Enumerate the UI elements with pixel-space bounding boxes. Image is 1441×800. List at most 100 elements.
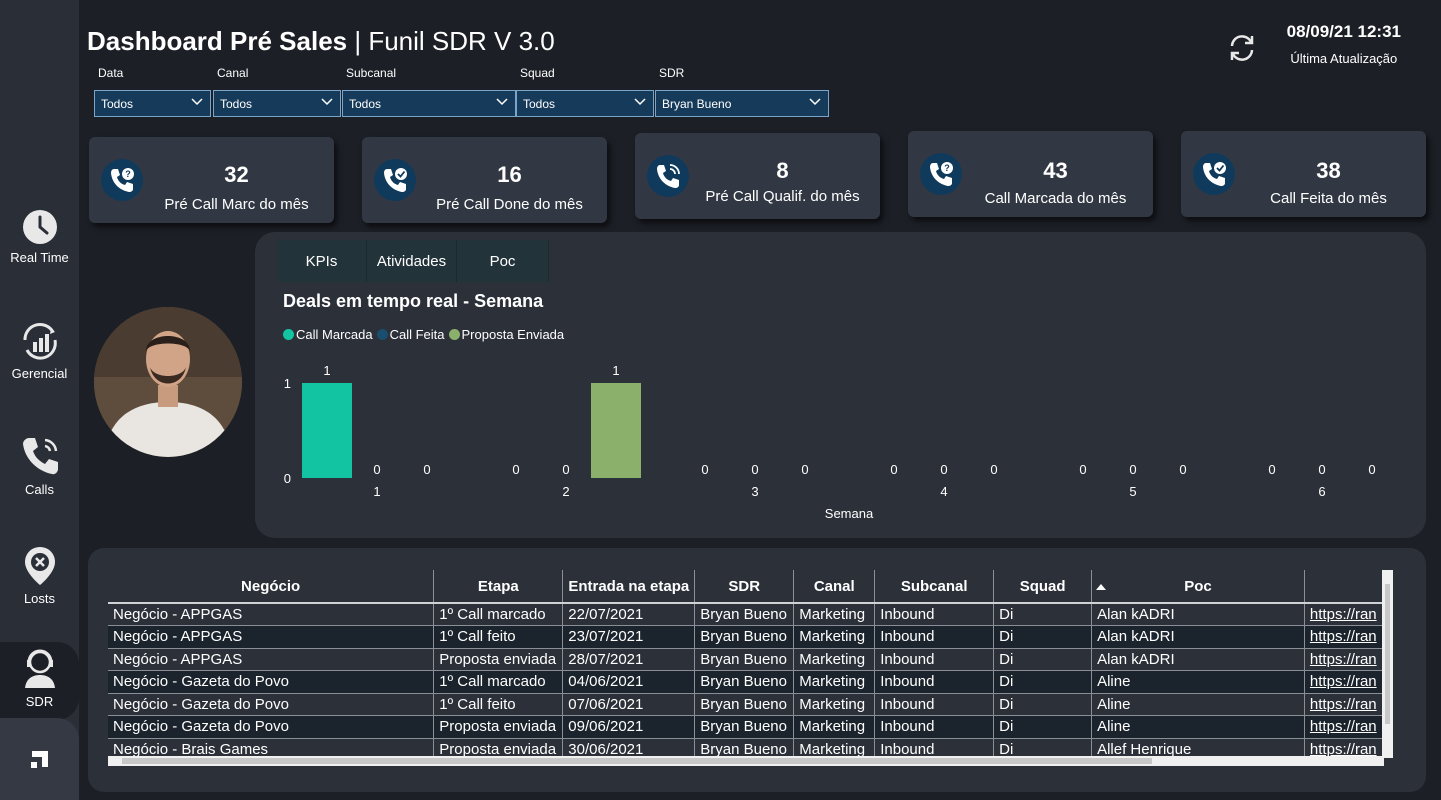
kpi-label: Pré Call Done do mês bbox=[436, 196, 583, 213]
column-header[interactable]: Squad bbox=[993, 570, 1093, 604]
table-row[interactable]: Negócio - Gazeta do Povo 1º Call marcado 0… bbox=[108, 670, 1384, 694]
column-header[interactable]: Subcanal bbox=[874, 570, 995, 604]
table-cell: Marketing bbox=[793, 670, 876, 694]
filter-value: Todos bbox=[220, 97, 253, 111]
title-separator: | bbox=[347, 26, 369, 56]
data-label: 0 bbox=[1268, 462, 1275, 477]
tab-kpis[interactable]: KPIs bbox=[277, 240, 367, 282]
table-row[interactable]: Negócio - APPGAS 1º Call marcado 22/07/202… bbox=[108, 603, 1384, 626]
table-panel: Negócio Etapa Entrada na etapa SDR Canal Subc… bbox=[88, 548, 1426, 792]
filter-value: Bryan Bueno bbox=[662, 97, 732, 111]
legend-item[interactable]: Call Feita bbox=[376, 327, 445, 342]
table-cell: Bryan Bueno bbox=[694, 648, 795, 671]
data-label: 0 bbox=[423, 462, 430, 477]
kpi-card-call-feita: 38 Call Feita do mês bbox=[1181, 131, 1426, 217]
table-cell: Bryan Bueno bbox=[694, 738, 795, 761]
table-cell-link[interactable]: https://ran bbox=[1304, 648, 1384, 671]
x-tick-label: 6 bbox=[1318, 484, 1325, 499]
growth-chart-icon bbox=[22, 322, 57, 360]
filter-sdr: SDR Bryan Bueno bbox=[655, 66, 829, 117]
sidebar-item-gerencial[interactable]: Gerencial bbox=[0, 318, 79, 381]
kpi-label: Call Feita do mês bbox=[1270, 190, 1387, 207]
sidebar-item-sdr[interactable]: SDR bbox=[0, 642, 79, 720]
table-cell-link[interactable]: https://ran bbox=[1304, 715, 1384, 739]
filter-value: Todos bbox=[101, 97, 134, 111]
table-cell: Aline bbox=[1091, 693, 1305, 716]
column-header[interactable]: Etapa bbox=[433, 570, 564, 604]
table-cell-link[interactable]: https://ran bbox=[1304, 670, 1384, 694]
sidebar-item-real-time[interactable]: Real Time bbox=[0, 208, 79, 265]
column-header[interactable]: SDR bbox=[694, 570, 795, 604]
refresh-button[interactable] bbox=[1226, 32, 1258, 69]
column-header[interactable]: Poc bbox=[1091, 570, 1305, 604]
tab-atividades[interactable]: Atividades bbox=[367, 240, 457, 282]
deals-table-container: Negócio Etapa Entrada na etapa SDR Canal Subc… bbox=[108, 570, 1384, 766]
data-label: 0 bbox=[512, 462, 519, 477]
column-header[interactable] bbox=[1304, 570, 1384, 604]
table-row[interactable]: Negócio - Gazeta do Povo 1º Call feito 07/… bbox=[108, 693, 1384, 716]
sidebar-item-label: Gerencial bbox=[11, 366, 68, 381]
table-cell: Negócio - Gazeta do Povo bbox=[108, 670, 435, 694]
table-cell: Negócio - Gazeta do Povo bbox=[108, 693, 435, 716]
table-cell: 04/06/2021 bbox=[562, 670, 696, 694]
table-cell: Alan kADRI bbox=[1091, 625, 1305, 649]
legend-item[interactable]: Proposta Enviada bbox=[448, 327, 564, 342]
sidebar-item-label: Real Time bbox=[10, 250, 69, 265]
legend-swatch bbox=[376, 329, 388, 340]
phone-check-icon bbox=[374, 159, 416, 201]
column-header[interactable]: Entrada na etapa bbox=[562, 570, 696, 604]
column-header[interactable]: Negócio bbox=[108, 570, 435, 604]
table-row[interactable]: Negócio - APPGAS 1º Call feito 23/07/2021 B… bbox=[108, 625, 1384, 649]
legend-item[interactable]: Call Marcada bbox=[283, 327, 373, 342]
data-label: 0 bbox=[940, 462, 947, 477]
column-header[interactable]: Canal bbox=[793, 570, 876, 604]
filter-squad-dropdown[interactable]: Todos bbox=[516, 90, 654, 117]
filter-data-dropdown[interactable]: Todos bbox=[94, 90, 211, 117]
table-row[interactable]: Negócio - APPGAS Proposta enviada 28/07/20… bbox=[108, 648, 1384, 671]
sidebar-expand-button[interactable] bbox=[0, 718, 79, 800]
table-cell: Marketing bbox=[793, 648, 876, 671]
table-cell-link[interactable]: https://ran bbox=[1304, 603, 1384, 626]
data-label: 0 bbox=[1179, 462, 1186, 477]
bar-call-marcada[interactable] bbox=[302, 383, 352, 478]
data-label: 0 bbox=[1318, 462, 1325, 477]
data-label: 0 bbox=[990, 462, 997, 477]
data-label: 0 bbox=[1368, 462, 1375, 477]
table-cell-link[interactable]: https://ran bbox=[1304, 693, 1384, 716]
data-label: 1 bbox=[612, 363, 619, 378]
table-cell: Bryan Bueno bbox=[694, 715, 795, 739]
filter-canal-dropdown[interactable]: Todos bbox=[213, 90, 341, 117]
y-tick-label: 0 bbox=[284, 471, 291, 486]
filter-label: Subcanal bbox=[346, 66, 397, 80]
filter-subcanal-dropdown[interactable]: Todos bbox=[342, 90, 516, 117]
table-cell: Proposta enviada bbox=[433, 715, 564, 739]
x-tick-label: 4 bbox=[940, 484, 947, 499]
filter-sdr-dropdown[interactable]: Bryan Bueno bbox=[655, 90, 829, 117]
tab-poc[interactable]: Poc bbox=[457, 240, 549, 282]
sidebar-item-losts[interactable]: Losts bbox=[0, 545, 79, 606]
bar-proposta-enviada[interactable] bbox=[591, 383, 641, 478]
table-row[interactable]: Negócio - Brais Games Proposta enviada 30/… bbox=[108, 738, 1384, 761]
table-cell: 22/07/2021 bbox=[562, 603, 696, 626]
horizontal-scroll-thumb[interactable] bbox=[122, 758, 1152, 764]
location-x-icon bbox=[24, 547, 55, 585]
bar-chart: 0 1 1 0 0 1 0 0 1 2 0 0 0 3 0 0 0 4 0 0 0 5 0 0 0 6 Semana bbox=[284, 363, 1376, 521]
table-cell: 1º Call feito bbox=[433, 625, 564, 649]
data-label: 0 bbox=[801, 462, 808, 477]
chevron-down-icon bbox=[808, 95, 822, 112]
sidebar-item-calls[interactable]: Calls bbox=[0, 434, 79, 497]
x-tick-label: 5 bbox=[1129, 484, 1136, 499]
table-cell-link[interactable]: https://ran bbox=[1304, 625, 1384, 649]
refresh-icon bbox=[1230, 35, 1254, 61]
sidebar-item-label: SDR bbox=[25, 694, 54, 709]
table-row[interactable]: Negócio - Gazeta do Povo Proposta enviada… bbox=[108, 715, 1384, 739]
table-cell: Di bbox=[993, 738, 1093, 761]
table-cell: 09/06/2021 bbox=[562, 715, 696, 739]
last-update: 08/09/21 12:31 Última Atualização bbox=[1287, 22, 1401, 66]
filter-data: Data Todos bbox=[94, 66, 211, 117]
kpi-value: 8 bbox=[776, 158, 789, 183]
vertical-scroll-thumb[interactable] bbox=[1385, 584, 1390, 724]
table-header-row: Negócio Etapa Entrada na etapa SDR Canal Subc… bbox=[108, 570, 1384, 604]
chart-legend: Call Marcada Call Feita Proposta Enviada bbox=[283, 327, 564, 342]
update-datetime: 08/09/21 12:31 bbox=[1286, 22, 1401, 41]
